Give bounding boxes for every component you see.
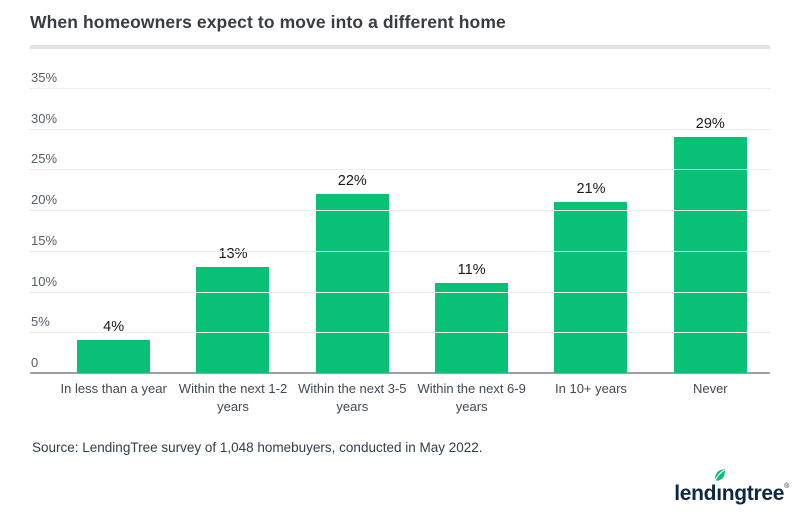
y-axis-tick-label: 15% [31,232,58,248]
gridline [30,88,770,89]
gridline [30,332,770,334]
bar [315,193,389,373]
registered-mark: ® [784,483,789,490]
y-axis-tick-label: 25% [31,151,58,167]
bar-value-label: 21% [576,181,606,197]
leaf-icon [714,469,726,481]
logo-text-before: lend [674,482,717,505]
bar-column: 13% [173,88,292,373]
gridline [30,169,770,171]
bar-column: 11% [412,88,531,373]
x-axis-category-label: Within the next 6-9 years [417,381,526,414]
logo-dotless-i: ı [714,469,726,506]
lendingtree-logo: lend ıngtree® [674,469,789,506]
y-axis-tick-label: 10% [31,273,58,289]
x-axis-category-label: Within the next 1-2 years [178,381,288,414]
x-axis-category-label: Within the next 3-5 years [298,381,407,414]
y-axis-tick-label: 35% [31,70,58,85]
bar [554,202,628,373]
source-note: Source: LendingTree survey of 1,048 home… [32,440,483,455]
y-axis-tick-label: 0 [31,355,39,370]
bar-value-label: 11% [457,262,486,279]
gridline [30,128,770,130]
chart-title: When homeowners expect to move into a di… [30,12,506,32]
bar-column: 4% [54,88,173,373]
bar [77,340,151,373]
x-axis-category-label: Never [692,381,728,396]
x-axis-labels: In less than a year Within the next 1-2 y… [54,380,770,415]
x-axis-baseline [30,372,770,374]
gridline [30,291,770,293]
gridline [30,210,770,212]
bar [196,267,270,373]
y-axis-tick-label: 20% [31,192,58,208]
bars-container: 4% 13% 22% 11% 21% 29% [54,88,770,373]
x-axis-category-label: In less than a year [60,381,167,396]
bar-column: 21% [531,88,650,373]
title-divider [30,45,770,49]
gridline [30,250,770,252]
bar-column: 29% [651,88,770,373]
bar [435,283,509,373]
bar-value-label: 29% [695,115,725,132]
bar-column: 22% [293,88,412,373]
logo-text-after: ngtree [721,482,785,505]
y-axis-tick-label: 5% [31,314,50,330]
bar-chart-plot-area: 4% 13% 22% 11% 21% 29% 35% 30% 25% 20% 15% 10% 5% 0 [30,70,770,374]
bar-value-label: 22% [337,172,367,189]
x-axis-category-label: In 10+ years [555,381,627,396]
bar-value-label: 4% [103,319,125,336]
y-axis-tick-label: 30% [31,110,58,126]
bar [673,136,747,373]
bar-value-label: 13% [218,246,248,263]
